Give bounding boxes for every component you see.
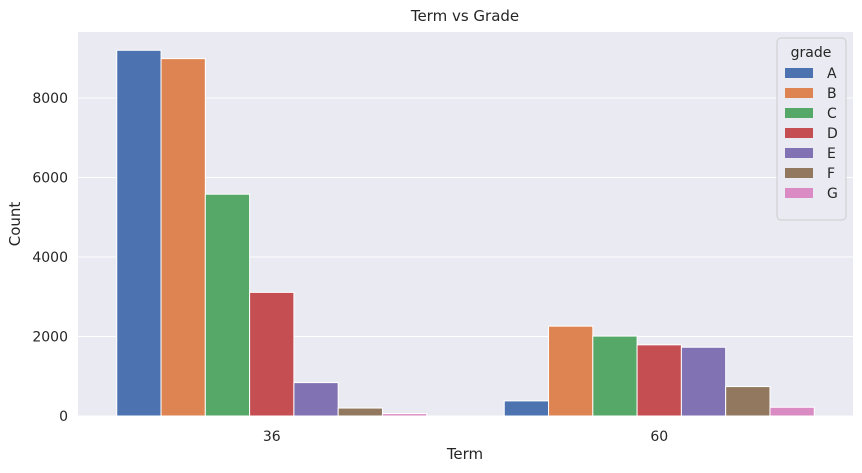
legend-label: E	[827, 146, 836, 162]
legend-swatch	[785, 108, 813, 118]
legend-label: D	[827, 126, 838, 142]
bar-G-60	[769, 406, 815, 417]
legend-label: B	[827, 86, 837, 102]
bar-A-36	[116, 49, 162, 417]
bar-C-60	[592, 335, 638, 417]
bar-D-36	[249, 291, 295, 417]
bar-E-60	[680, 346, 727, 417]
x-axis-ticks: 36 60	[263, 429, 668, 445]
x-axis-label: Term	[446, 445, 483, 463]
legend-swatch	[785, 188, 813, 198]
bar-A-60	[503, 400, 550, 417]
bar-B-60	[548, 325, 594, 417]
bar-E-36	[293, 382, 339, 417]
legend-swatch	[785, 148, 813, 158]
x-tick-label: 60	[650, 429, 668, 445]
bar-B-36	[160, 58, 206, 417]
legend-swatch	[785, 68, 813, 78]
y-tick-label: 2000	[32, 329, 68, 345]
y-axis-ticks: 0 2000 4000 6000 8000	[32, 91, 68, 425]
legend-label: C	[827, 106, 837, 122]
y-tick-label: 8000	[32, 91, 68, 107]
legend-swatch	[785, 128, 813, 138]
y-tick-label: 6000	[32, 170, 68, 186]
bar-F-36	[337, 407, 383, 417]
legend-title: grade	[791, 45, 832, 61]
chart-title: Term vs Grade	[410, 7, 519, 25]
bar-D-60	[636, 344, 682, 417]
legend-swatch	[785, 88, 813, 98]
y-axis-label: Count	[6, 202, 24, 247]
bar-F-60	[725, 386, 771, 417]
legend-label: F	[827, 166, 835, 182]
y-tick-label: 4000	[32, 250, 68, 266]
legend-label: A	[827, 66, 837, 82]
bar-C-36	[204, 193, 251, 417]
legend-label: G	[827, 186, 838, 202]
bar-G-36	[381, 413, 428, 417]
x-tick-label: 36	[263, 429, 281, 445]
legend-swatch	[785, 168, 813, 178]
bars	[116, 49, 815, 417]
y-tick-label: 0	[59, 409, 68, 425]
